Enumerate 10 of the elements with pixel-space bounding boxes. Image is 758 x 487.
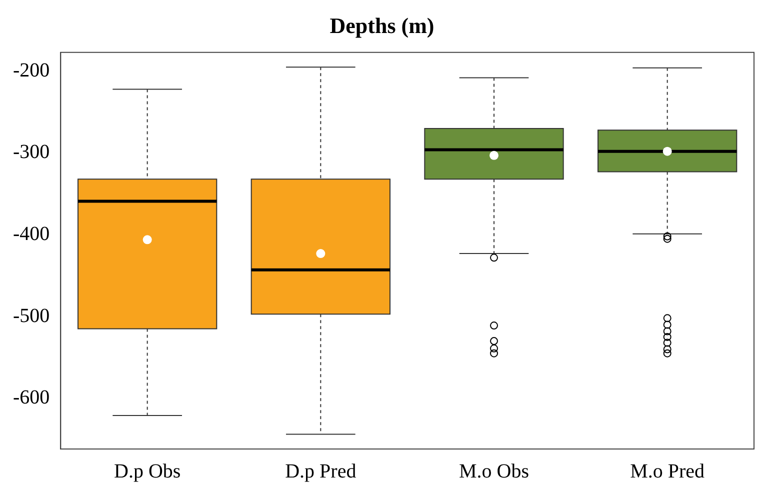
- y-tick-label: -400: [12, 223, 50, 246]
- x-tick-label: D.p Obs: [114, 460, 181, 482]
- y-tick-label: -300: [12, 141, 50, 164]
- y-tick-label: -500: [12, 304, 50, 327]
- y-tick-label: -600: [12, 386, 50, 409]
- x-tick-label: D.p Pred: [285, 460, 356, 482]
- x-tick-label: M.o Obs: [458, 460, 530, 482]
- y-tick-label: -200: [12, 59, 50, 82]
- chart-title: Depths (m): [330, 12, 434, 38]
- x-tick-label: M.o Pred: [630, 460, 705, 482]
